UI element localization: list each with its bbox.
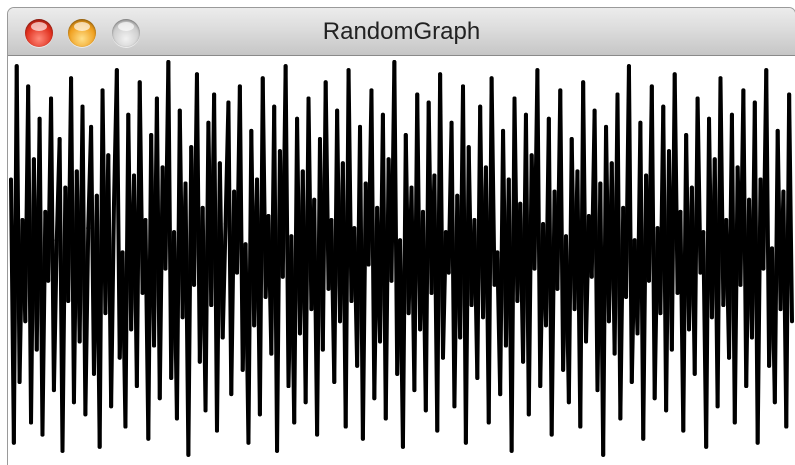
graph-segment	[787, 92, 794, 324]
app-window: RandomGraph	[8, 8, 795, 465]
close-icon[interactable]	[25, 19, 53, 47]
minimize-icon[interactable]	[68, 19, 96, 47]
title-bar[interactable]: RandomGraph	[8, 8, 795, 56]
graph-segment	[220, 222, 228, 340]
graph-segment	[109, 201, 116, 409]
graph-segment	[40, 209, 48, 437]
graph-segment	[51, 238, 59, 393]
graph-segment	[695, 96, 703, 275]
graph-segment	[83, 226, 91, 417]
random-graph	[9, 60, 794, 457]
window-title: RandomGraph	[322, 18, 481, 45]
zoom-icon[interactable]	[112, 19, 140, 47]
graph-canvas	[8, 56, 795, 465]
graph-segment	[489, 76, 497, 287]
